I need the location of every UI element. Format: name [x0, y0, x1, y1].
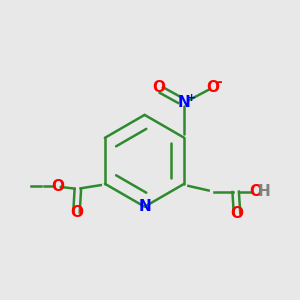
Text: N: N	[138, 199, 151, 214]
Text: O: O	[206, 80, 219, 95]
Text: O: O	[51, 179, 64, 194]
Text: O: O	[70, 205, 83, 220]
Text: H: H	[258, 184, 270, 199]
Text: O: O	[230, 206, 244, 221]
Text: N: N	[178, 95, 191, 110]
Text: O: O	[249, 184, 262, 199]
Text: +: +	[187, 93, 196, 103]
Text: O: O	[152, 80, 165, 95]
Text: -: -	[217, 76, 222, 89]
